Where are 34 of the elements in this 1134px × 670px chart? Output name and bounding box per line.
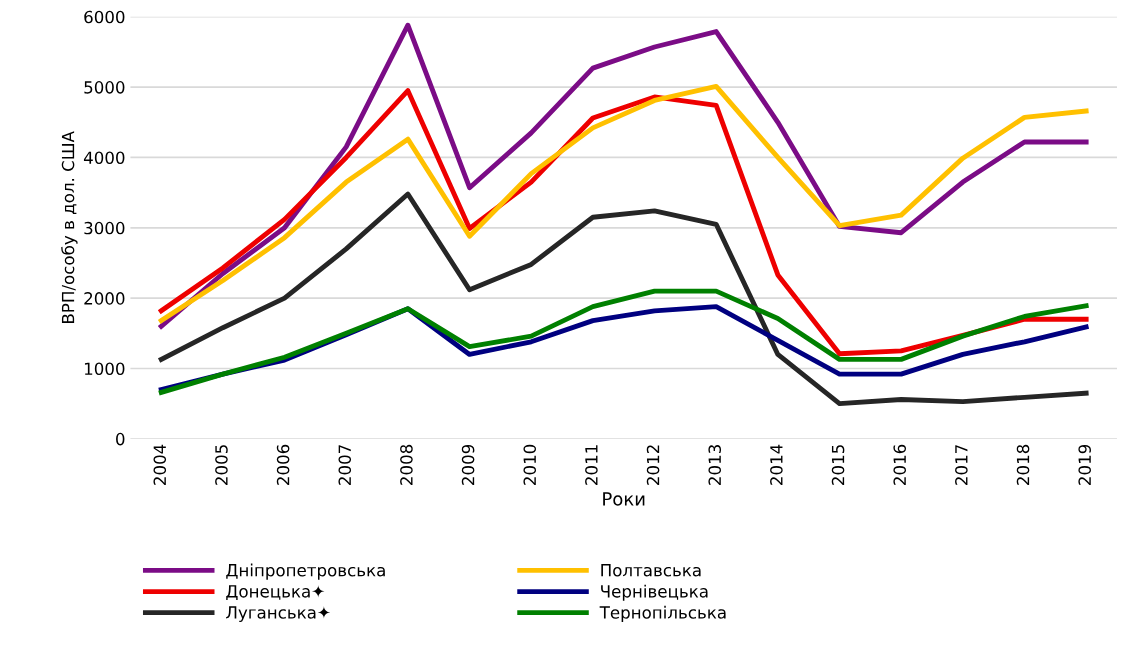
- y-tick-label: 5000: [84, 81, 125, 94]
- legend-label: Полтавська: [601, 564, 701, 577]
- x-tick-label: 2011: [585, 445, 598, 485]
- x-axis-title: Роки: [603, 492, 645, 506]
- y-tick-label: 2000: [84, 292, 125, 305]
- x-tick-label: 2008: [400, 444, 413, 485]
- x-tick-label: 2004: [153, 444, 167, 485]
- y-tick-label: 3000: [84, 221, 125, 235]
- x-tick-label: 2014: [770, 444, 783, 485]
- legend-label: Дніпропетровська: [226, 563, 385, 580]
- x-tick-label: 2016: [893, 444, 907, 485]
- x-tick-label: 2010: [523, 444, 537, 485]
- y-axis-title: ВРП/особу в дол. США: [61, 131, 78, 323]
- y-tick-label: 0: [116, 432, 125, 446]
- legend-label: Тернопільська: [599, 605, 726, 622]
- line-series: [158, 191, 1089, 407]
- legend-label: Чернівецька: [601, 584, 708, 601]
- x-tick-label: 2009: [461, 444, 475, 485]
- x-tick-label: 2012: [646, 445, 660, 485]
- legend-label: Луганська✦: [226, 606, 331, 622]
- legend-label: Донецька✦: [226, 584, 325, 600]
- x-tick-label: 2005: [215, 445, 228, 485]
- x-tick-label: 2015: [831, 445, 845, 485]
- line-series: [158, 22, 1089, 329]
- x-tick-label: 2018: [1016, 444, 1030, 485]
- y-tick-label: 1000: [84, 362, 125, 376]
- line-series: [158, 288, 1089, 395]
- x-tick-label: 2006: [276, 444, 290, 485]
- x-tick-label: 2017: [955, 445, 968, 485]
- x-tick-label: 2007: [338, 445, 352, 485]
- y-tick-label: 6000: [84, 10, 125, 24]
- x-tick-label: 2019: [1078, 444, 1091, 485]
- x-tick-label: 2013: [708, 445, 722, 485]
- y-tick-label: 4000: [83, 151, 125, 165]
